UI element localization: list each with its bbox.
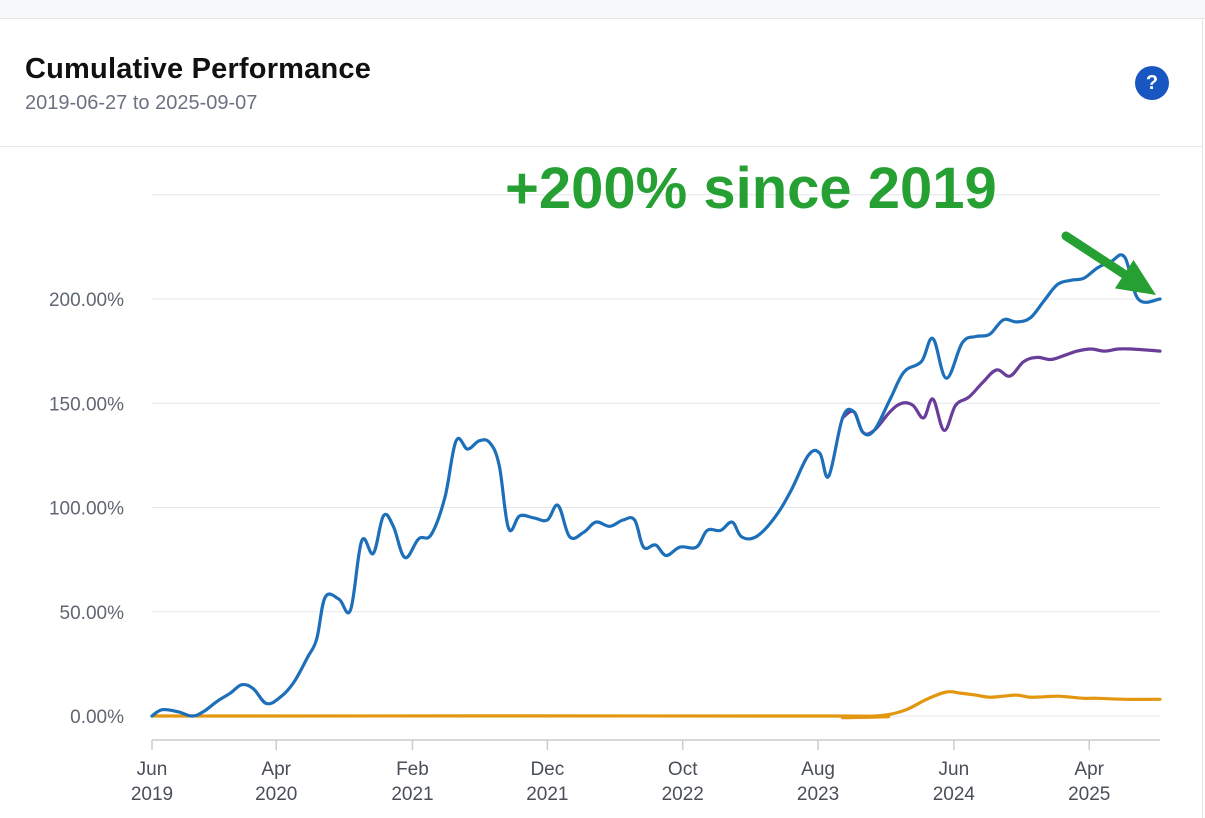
- annotation-text: +200% since 2019: [505, 156, 997, 221]
- blue-series-line: [150, 253, 1162, 718]
- x-tick-label: 2019: [131, 784, 173, 805]
- x-tick-label: Aug: [801, 759, 835, 780]
- x-tick-label: 2021: [391, 784, 433, 805]
- y-tick-label: 200.00%: [49, 290, 124, 311]
- x-tick-label: Apr: [261, 759, 291, 780]
- x-tick-label: Jun: [939, 759, 970, 780]
- grid-lines: [152, 194, 1160, 717]
- x-tick-label: Apr: [1074, 759, 1104, 780]
- arrow-shaft: [1061, 231, 1129, 279]
- x-tick-label: 2024: [933, 784, 976, 805]
- y-tick-label: 50.00%: [60, 603, 125, 624]
- arrow-head: [1114, 259, 1156, 295]
- purple-series-line: [841, 347, 1162, 436]
- x-tick-label: Oct: [668, 759, 698, 780]
- x-tick-label: 2023: [797, 784, 839, 805]
- x-tick-label: 2022: [662, 784, 704, 805]
- x-tick-label: Feb: [396, 759, 429, 780]
- x-axis: [151, 739, 1160, 750]
- x-tick-label: Dec: [530, 759, 564, 780]
- y-axis-labels: 0.00% 50.00% 100.00% 150.00% 200.00%: [49, 290, 124, 728]
- x-axis-labels: Jun 2019 Apr 2020 Feb 2021 Dec 2021 Oct 2022 Aug 20…: [131, 759, 1110, 805]
- y-tick-label: 150.00%: [49, 394, 124, 415]
- annotation-arrow-icon: [1061, 231, 1156, 295]
- y-tick-label: 100.00%: [49, 499, 124, 520]
- help-button[interactable]: ?: [1135, 66, 1169, 100]
- x-tick-label: 2020: [255, 784, 297, 805]
- orange-series-line: [150, 690, 1162, 720]
- annotation: +200% since 2019: [505, 156, 1156, 295]
- x-tick-label: 2021: [526, 784, 568, 805]
- series-lines: [150, 253, 1162, 720]
- performance-card: Cumulative Performance 2019-06-27 to 202…: [0, 18, 1203, 818]
- y-tick-label: 0.00%: [70, 707, 124, 728]
- x-tick-label: Jun: [137, 759, 168, 780]
- chart-title: Cumulative Performance: [25, 53, 372, 85]
- card-header: Cumulative Performance 2019-06-27 to 202…: [0, 19, 1203, 147]
- x-tick-label: 2025: [1068, 784, 1110, 805]
- date-range: 2019-06-27 to 2025-09-07: [25, 92, 258, 114]
